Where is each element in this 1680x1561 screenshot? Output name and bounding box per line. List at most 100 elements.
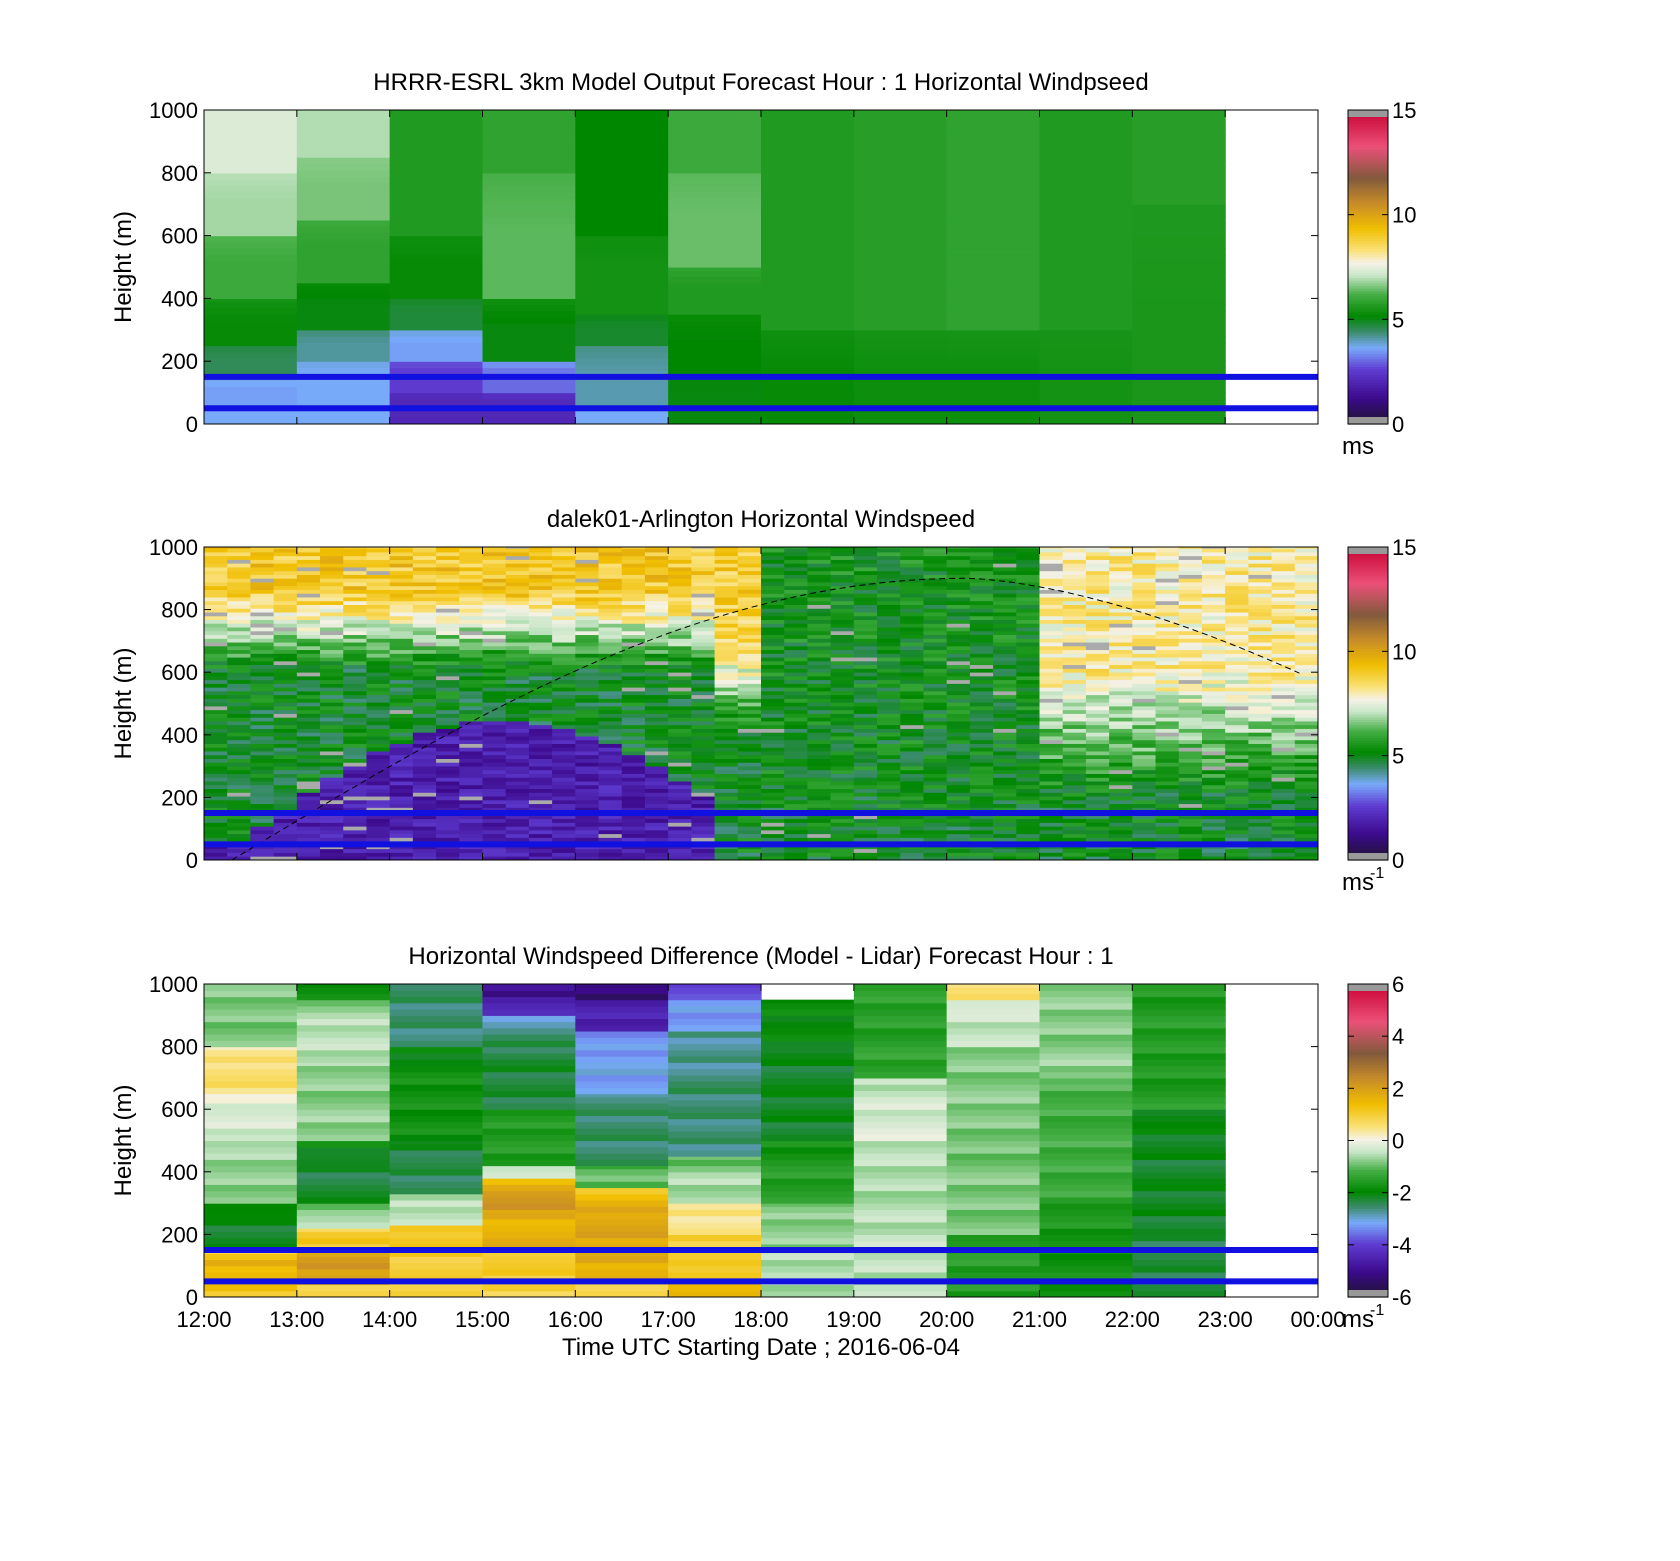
heat-cell: [528, 732, 553, 737]
heat-cell: [923, 702, 948, 707]
heat-cell: [227, 833, 251, 838]
heat-cell: [946, 342, 1041, 350]
heat-cell: [923, 766, 948, 771]
heat-cell: [1016, 728, 1040, 733]
heat-cell: [668, 675, 692, 681]
heat-cell: [1132, 657, 1156, 662]
heat-cell: [1201, 717, 1226, 722]
colorbar-segment: [1348, 327, 1388, 331]
heat-cell: [668, 574, 692, 579]
heat-cell: [714, 702, 739, 707]
heat-cell: [946, 822, 971, 827]
heat-cell: [621, 751, 646, 756]
heat-cell: [1132, 784, 1156, 790]
heat-cell: [227, 585, 251, 590]
heat-cell: [343, 777, 367, 782]
heat-cell: [1085, 600, 1110, 605]
heat-cell: [1132, 292, 1226, 299]
colorbar-segment: [1348, 157, 1388, 161]
heat-cell: [900, 547, 924, 549]
heat-cell: [923, 664, 948, 669]
heat-cell: [1062, 717, 1087, 722]
heat-cell: [737, 773, 762, 778]
heat-cell: [1178, 814, 1203, 820]
heat-cell: [1132, 807, 1156, 812]
heat-cell: [436, 597, 460, 602]
heat-cell: [1085, 593, 1110, 598]
heat-cell: [1085, 548, 1110, 553]
heat-cell: [575, 210, 669, 218]
heat-cell: [1085, 675, 1110, 681]
heat-cell: [389, 411, 484, 419]
heat-cell: [668, 833, 692, 838]
heat-cell: [296, 285, 391, 293]
heat-cell: [668, 179, 762, 186]
heat-cell: [807, 582, 832, 587]
heat-cell: [250, 852, 275, 857]
heat-cell: [784, 732, 808, 737]
heat-cell: [993, 608, 1017, 613]
heat-cell: [296, 119, 391, 127]
heat-cell: [853, 310, 948, 318]
heat-cell: [389, 660, 414, 666]
heat-cell: [273, 687, 298, 692]
heat-cell: [691, 690, 715, 696]
heat-cell: [575, 702, 599, 707]
heat-cell: [1039, 304, 1133, 312]
heat-cell: [644, 826, 669, 831]
heat-cell: [459, 615, 483, 621]
heat-cell: [273, 638, 298, 643]
heat-cell: [946, 777, 971, 782]
heat-cell: [598, 702, 623, 707]
heat-cell: [389, 604, 414, 609]
heat-cell: [1109, 657, 1133, 662]
heat-cell: [204, 314, 298, 321]
heat-cell: [459, 567, 483, 572]
heat-cell: [412, 627, 437, 632]
heat-cell: [761, 728, 785, 733]
heat-cell: [250, 848, 275, 853]
heat-cell: [621, 766, 646, 771]
heat-cell: [505, 687, 530, 692]
heat-cell: [668, 837, 692, 842]
heat-cell: [877, 706, 901, 711]
heat-cell: [853, 612, 878, 617]
heat-cell: [969, 563, 994, 568]
heat-cell: [389, 683, 414, 688]
heat-cell: [737, 766, 762, 771]
heat-cell: [389, 796, 414, 801]
heat-cell: [621, 664, 646, 669]
heat-cell: [1155, 758, 1180, 763]
heat-cell: [1062, 852, 1087, 857]
heat-cell: [250, 600, 275, 605]
heat-cell: [691, 784, 715, 790]
heat-cell: [575, 751, 599, 756]
heat-cell: [505, 781, 530, 786]
heat-cell: [969, 593, 994, 598]
heat-cell: [621, 769, 646, 775]
heat-cell: [691, 766, 715, 771]
heat-cell: [761, 818, 785, 823]
heat-cell: [993, 623, 1017, 628]
heat-cell: [644, 623, 669, 628]
heat-cell: [320, 766, 344, 771]
heat-cell: [900, 660, 924, 666]
heat-cell: [320, 717, 344, 722]
heat-cell: [1016, 634, 1040, 639]
heat-cell: [389, 758, 414, 763]
heat-cell: [1109, 547, 1133, 549]
heat-cell: [784, 818, 808, 823]
heat-cell: [227, 709, 251, 714]
heat-cell: [784, 822, 808, 827]
heat-cell: [1294, 552, 1318, 557]
heat-cell: [482, 822, 507, 827]
heat-cell: [1294, 762, 1318, 767]
heat-cell: [761, 210, 855, 218]
heat-cell: [1132, 615, 1156, 621]
heat-cell: [784, 570, 808, 575]
heat-cell: [459, 754, 483, 759]
heat-cell: [1271, 563, 1296, 568]
heat-cell: [784, 829, 808, 835]
heat-cell: [1016, 552, 1040, 557]
heat-cell: [204, 578, 228, 583]
